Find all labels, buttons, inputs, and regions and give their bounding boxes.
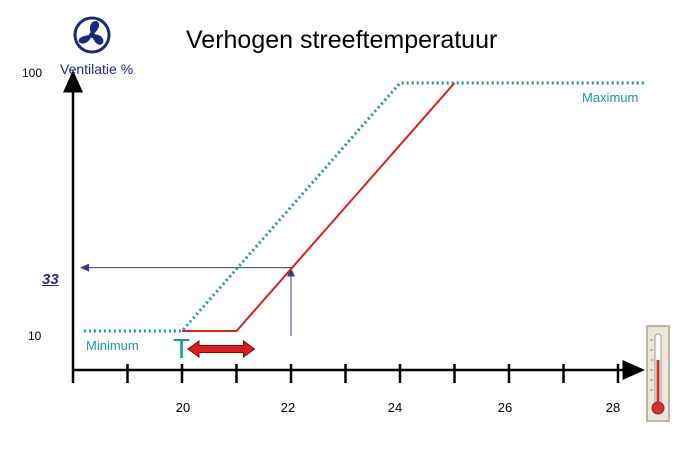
x-tick-label: 24: [387, 400, 403, 415]
series-line-solid: [182, 82, 456, 332]
setpoint-marker: T: [173, 333, 191, 364]
series-group: [83, 81, 646, 333]
x-tick-label: 26: [497, 400, 513, 415]
minimum-label: Minimum: [86, 338, 139, 353]
x-tick-label: 22: [280, 400, 296, 415]
thermometer-icon: [646, 325, 670, 422]
setpoint-shift-arrow: [187, 340, 256, 358]
y-marked-value: 33: [42, 271, 59, 288]
maximum-label: Maximum: [582, 90, 639, 105]
chart-title: Verhogen streeftemperatuur: [186, 26, 498, 54]
x-tick-label: 20: [175, 400, 191, 415]
y-tick-bottom: 10: [28, 329, 42, 343]
y-axis-label: Ventilatie %: [60, 61, 134, 77]
x-tick-label: 28: [605, 400, 621, 415]
series-line-dotted: [83, 81, 646, 333]
fan-icon: [73, 16, 111, 54]
guide-lines: [80, 263, 295, 336]
x-axis-ticks: [126, 364, 620, 383]
y-tick-top: 100: [22, 66, 43, 80]
